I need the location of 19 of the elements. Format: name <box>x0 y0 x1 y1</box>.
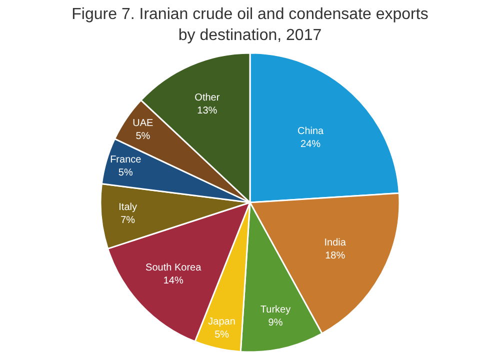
slice-label: Italy <box>118 202 137 214</box>
slice-label: UAE <box>132 118 154 129</box>
data-label: 5% <box>136 130 150 142</box>
slice-label: Japan <box>208 316 236 328</box>
slice-label: China <box>297 126 324 137</box>
data-label: 7% <box>120 215 136 226</box>
data-label: 24% <box>300 138 321 150</box>
data-label: 9% <box>268 318 283 329</box>
slice-label: France <box>110 154 142 166</box>
slice-label: South Korea <box>146 262 202 274</box>
slice-label: India <box>324 237 346 248</box>
data-label: 13% <box>197 105 218 116</box>
chart-title: Figure 7. Iranian crude oil and condensate exports by destination, 2017 <box>72 6 428 44</box>
data-label: 18% <box>325 250 346 262</box>
slice-label: Turkey <box>260 304 291 316</box>
slice-label: Other <box>194 92 220 104</box>
data-label: 14% <box>163 275 184 286</box>
data-label: 5% <box>118 167 133 178</box>
data-label: 5% <box>214 330 230 341</box>
